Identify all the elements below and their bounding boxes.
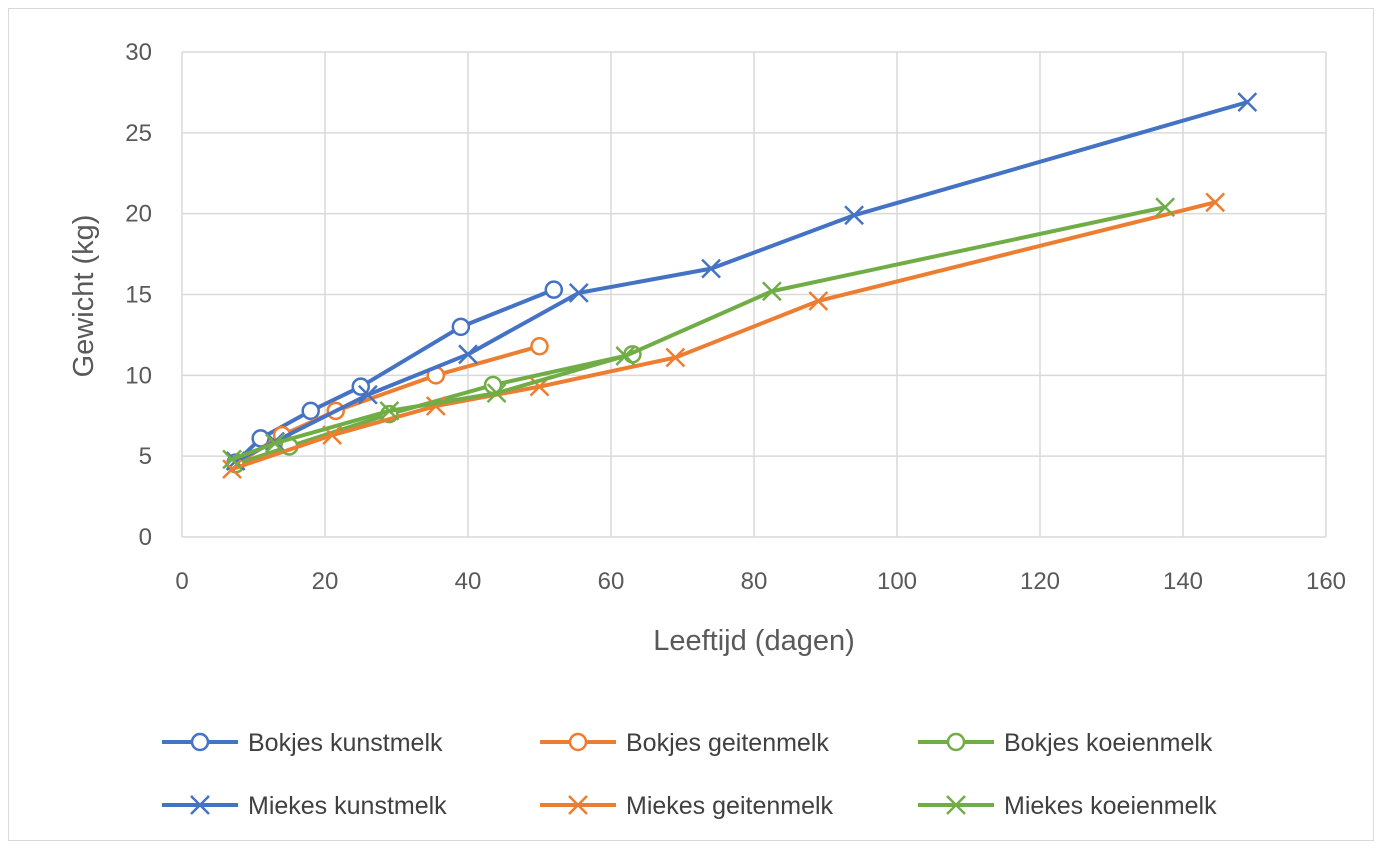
marker-stroke — [568, 282, 589, 303]
marker-stroke — [1205, 192, 1226, 213]
marker-stroke — [761, 281, 782, 302]
data-point — [808, 291, 829, 311]
y-tick-label: 20 — [125, 201, 152, 228]
legend-label: Bokjes kunstmelk — [248, 729, 443, 757]
series-group — [222, 197, 1176, 470]
data-point — [486, 383, 507, 404]
data-point — [568, 282, 589, 303]
data-point — [222, 449, 242, 470]
marker-stroke — [568, 795, 588, 815]
data-point — [1237, 92, 1258, 113]
x-tick-label: 20 — [312, 568, 339, 595]
marker-stroke — [358, 384, 378, 405]
x-axis-title: Leeftijd (dagen) — [653, 625, 855, 657]
marker-stroke — [808, 291, 829, 311]
x-tick-label: 140 — [1163, 568, 1203, 595]
tick-layer: 0 20 40 60 80 100 120 140 160 0 5 10 15 20 25 30 — [125, 39, 1346, 595]
data-point — [379, 401, 400, 421]
y-tick-label: 25 — [125, 120, 152, 147]
chart-frame — [8, 8, 1374, 841]
legend-swatch-marker — [568, 732, 588, 752]
marker-stroke — [222, 449, 242, 470]
data-point — [425, 396, 446, 416]
legend-label: Miekes geitenmelk — [626, 792, 834, 820]
data-point — [458, 344, 478, 365]
legend-entry: Miekes koeienmelk — [918, 792, 1217, 820]
x-tick-label: 0 — [175, 568, 188, 595]
data-point — [761, 281, 782, 302]
y-tick-label: 30 — [125, 39, 152, 66]
data-point — [222, 459, 242, 479]
data-point — [358, 384, 378, 405]
marker-stroke — [615, 346, 636, 366]
marker-stroke — [665, 347, 686, 368]
y-tick-label: 15 — [125, 282, 152, 309]
legend-label: Miekes koeienmelk — [1004, 792, 1217, 820]
y-axis-title: Gewicht (kg) — [68, 215, 100, 378]
data-point — [265, 433, 285, 454]
data-point — [844, 205, 864, 226]
data-point — [451, 317, 471, 337]
marker-stroke — [701, 258, 721, 279]
y-tick-label: 5 — [139, 443, 152, 470]
legend-entry: Bokjes geitenmelk — [540, 729, 829, 757]
data-point — [544, 280, 564, 299]
marker-stroke — [379, 401, 400, 421]
legend-swatch-marker — [946, 732, 966, 752]
marker-stroke — [190, 795, 210, 815]
marker-stroke — [458, 344, 478, 365]
marker-stroke — [322, 425, 343, 446]
data-point — [615, 346, 636, 366]
x-tick-label: 80 — [741, 568, 768, 595]
legend-entry: Miekes geitenmelk — [540, 792, 834, 820]
legend-swatch-marker — [568, 795, 588, 815]
marker-stroke — [946, 795, 966, 815]
data-point — [1205, 192, 1226, 213]
series-line — [233, 100, 1250, 464]
data-point — [701, 258, 721, 279]
marker-stroke — [425, 396, 446, 416]
marker-stroke — [222, 459, 242, 479]
legend-swatch-marker — [946, 795, 966, 815]
y-tick-label: 10 — [125, 362, 152, 389]
legend-swatch-marker — [190, 795, 210, 815]
data-point — [665, 347, 686, 368]
legend: Bokjes kunstmelk Bokjes geitenmelk Bokjes … — [162, 729, 1217, 820]
marker-stroke — [1237, 92, 1258, 113]
marker-stroke — [486, 383, 507, 404]
x-tick-label: 60 — [598, 568, 625, 595]
series-line — [230, 200, 1218, 472]
x-tick-label: 120 — [1020, 568, 1060, 595]
series-layer — [222, 92, 1258, 479]
legend-label: Miekes kunstmelk — [248, 792, 447, 820]
data-point — [530, 336, 549, 356]
x-tick-label: 160 — [1306, 568, 1346, 595]
legend-entry: Miekes kunstmelk — [162, 792, 447, 820]
x-tick-label: 100 — [877, 568, 917, 595]
series-group — [222, 192, 1226, 479]
marker-stroke — [265, 433, 285, 454]
marker-stroke — [1155, 197, 1176, 218]
legend-label: Bokjes geitenmelk — [626, 729, 829, 757]
data-point — [301, 401, 320, 421]
legend-entry: Bokjes kunstmelk — [162, 729, 443, 757]
x-tick-label: 40 — [455, 568, 482, 595]
grid-layer — [181, 51, 1327, 538]
legend-swatch-marker — [190, 732, 210, 752]
y-tick-label: 0 — [139, 524, 152, 551]
legend-label: Bokjes koeienmelk — [1004, 729, 1213, 757]
data-point — [1155, 197, 1176, 218]
legend-entry: Bokjes koeienmelk — [918, 729, 1213, 757]
marker-stroke — [844, 205, 864, 226]
